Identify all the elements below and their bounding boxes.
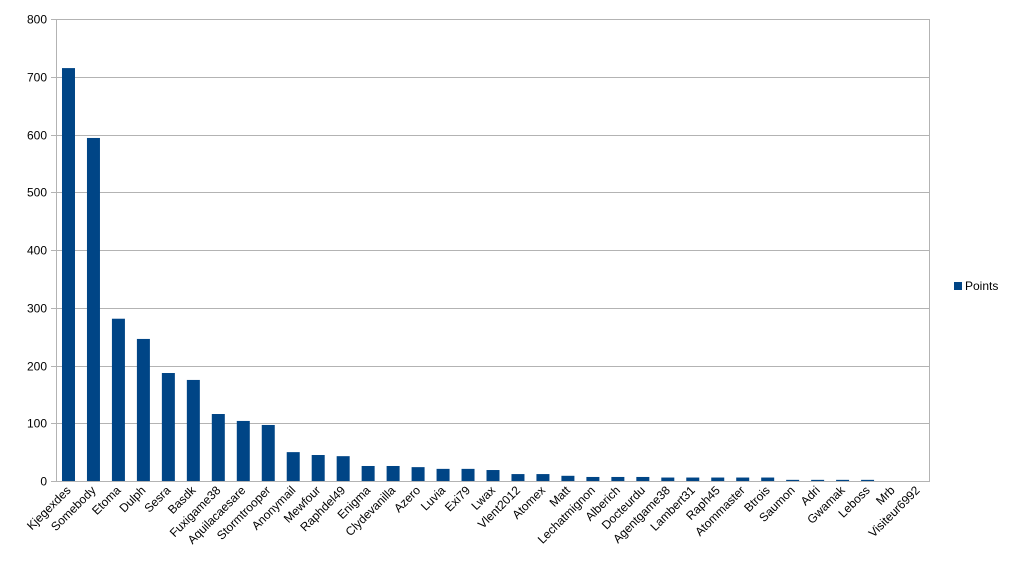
- bar-atomex: [536, 474, 550, 481]
- y-tick-label: 700: [27, 71, 47, 85]
- bar-clydevanilla: [386, 465, 400, 481]
- legend: Points: [954, 279, 998, 293]
- bar-raph45: [711, 477, 725, 481]
- bar-btrois: [761, 477, 775, 481]
- bar-alberich: [611, 476, 625, 481]
- y-tick-label: 200: [27, 360, 47, 374]
- bar-saumon: [786, 479, 800, 481]
- bar-vlent2012: [511, 474, 525, 481]
- bar-leboss: [861, 479, 875, 481]
- gridlines: [51, 19, 930, 482]
- bar-kjegexdes: [61, 68, 75, 481]
- bar-basdk: [186, 379, 200, 481]
- bar-dulph: [136, 338, 150, 481]
- bar-raphdel49: [336, 456, 350, 481]
- y-tick-label: 100: [27, 417, 47, 431]
- bar-enigma: [361, 465, 375, 481]
- x-tick-label: Etoma: [89, 483, 124, 518]
- y-tick-labels: 0 100 200 300 400 500 600 700 800: [27, 13, 47, 489]
- y-tick-label: 800: [27, 13, 47, 27]
- x-tick-label: Exi79: [442, 483, 473, 514]
- x-tick-label: Luvia: [418, 483, 448, 513]
- y-tick-label: 400: [27, 244, 47, 258]
- bar-lambert31: [686, 477, 700, 481]
- y-tick-label: 300: [27, 302, 47, 316]
- bar-etoma: [111, 318, 125, 481]
- legend-swatch-points: [954, 282, 962, 290]
- bar-agentgame38: [661, 477, 675, 481]
- bar-fuxigame38: [211, 414, 225, 481]
- bars: [61, 68, 875, 482]
- y-tick-label: 0: [40, 475, 47, 489]
- bar-stormtrooper: [261, 424, 275, 481]
- bar-anonymail: [286, 452, 300, 482]
- bar-sesra: [161, 373, 175, 481]
- bar-matt: [561, 475, 575, 481]
- bar-aquilacaesare: [236, 420, 250, 481]
- bar-adri: [811, 479, 825, 481]
- bar-somebody: [86, 137, 100, 481]
- bar-luvia: [436, 468, 450, 481]
- legend-label-points: Points: [965, 279, 998, 293]
- axes: [56, 19, 930, 482]
- bar-docteurdu: [636, 476, 650, 481]
- bar-exi79: [461, 468, 475, 481]
- x-tick-label: Dulph: [116, 483, 148, 515]
- y-tick-label: 500: [27, 186, 47, 200]
- bar-mewfour: [311, 455, 325, 481]
- bar-atommaster: [736, 477, 750, 481]
- x-tick-label: Azero: [391, 483, 423, 515]
- bar-lwax: [486, 470, 500, 481]
- bar-gwamak: [836, 479, 850, 481]
- bar-azero: [411, 467, 425, 481]
- y-tick-label: 600: [27, 129, 47, 143]
- x-tick-labels: KjegexdesSomebodyEtomaDulphSesraBasdkFux…: [24, 483, 923, 547]
- bar-lechatmignon: [586, 476, 600, 481]
